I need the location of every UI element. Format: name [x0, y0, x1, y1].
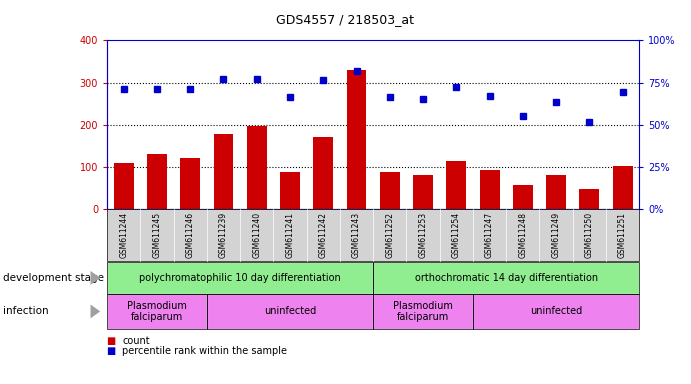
Text: GSM611248: GSM611248 — [518, 212, 527, 258]
Text: GSM611240: GSM611240 — [252, 212, 261, 258]
Text: percentile rank within the sample: percentile rank within the sample — [122, 346, 287, 356]
Text: GSM611250: GSM611250 — [585, 212, 594, 258]
Text: GSM611247: GSM611247 — [485, 212, 494, 258]
Bar — [114, 163, 134, 209]
Text: GDS4557 / 218503_at: GDS4557 / 218503_at — [276, 13, 415, 26]
Text: polychromatophilic 10 day differentiation: polychromatophilic 10 day differentiatio… — [140, 273, 341, 283]
Text: GSM611251: GSM611251 — [618, 212, 627, 258]
Text: GSM611243: GSM611243 — [352, 212, 361, 258]
Bar — [280, 172, 300, 209]
Bar — [612, 166, 632, 209]
Bar — [214, 134, 234, 209]
Text: GSM611244: GSM611244 — [120, 212, 129, 258]
Bar — [546, 175, 566, 209]
Bar — [513, 185, 533, 209]
Text: ■: ■ — [106, 346, 115, 356]
Bar — [480, 170, 500, 209]
Text: Plasmodium
falciparum: Plasmodium falciparum — [127, 301, 187, 322]
Text: infection: infection — [3, 306, 49, 316]
Bar — [180, 158, 200, 209]
Bar — [413, 175, 433, 209]
Text: GSM611239: GSM611239 — [219, 212, 228, 258]
Bar — [147, 154, 167, 209]
Bar — [380, 172, 399, 209]
Bar — [347, 70, 366, 209]
Text: uninfected: uninfected — [264, 306, 316, 316]
Text: GSM611253: GSM611253 — [419, 212, 428, 258]
Bar — [247, 126, 267, 209]
Text: GSM611254: GSM611254 — [452, 212, 461, 258]
Bar — [579, 189, 599, 209]
Bar — [446, 161, 466, 209]
Text: GSM611249: GSM611249 — [551, 212, 560, 258]
Text: GSM611241: GSM611241 — [285, 212, 294, 258]
Text: orthochromatic 14 day differentiation: orthochromatic 14 day differentiation — [415, 273, 598, 283]
Text: GSM611246: GSM611246 — [186, 212, 195, 258]
Text: ■: ■ — [106, 336, 115, 346]
Text: count: count — [122, 336, 150, 346]
Text: GSM611242: GSM611242 — [319, 212, 328, 258]
Bar — [313, 137, 333, 209]
Text: development stage: development stage — [3, 273, 104, 283]
Text: GSM611252: GSM611252 — [386, 212, 395, 258]
Text: uninfected: uninfected — [530, 306, 582, 316]
Text: GSM611245: GSM611245 — [153, 212, 162, 258]
Text: Plasmodium
falciparum: Plasmodium falciparum — [393, 301, 453, 322]
